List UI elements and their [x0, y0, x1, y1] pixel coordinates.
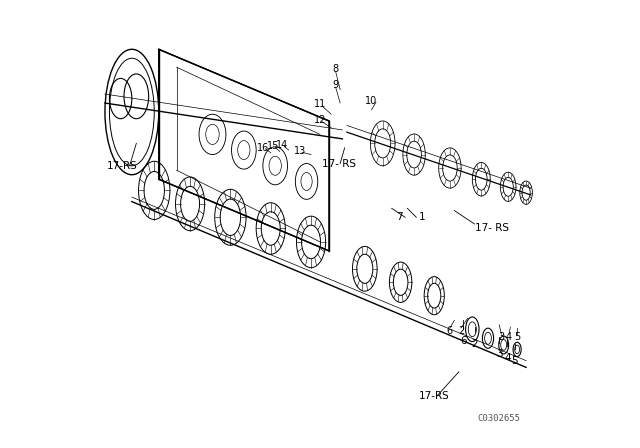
Text: 4: 4: [504, 353, 511, 362]
Text: C0302655: C0302655: [477, 414, 521, 423]
Text: 6: 6: [460, 336, 467, 346]
Text: 11: 11: [314, 99, 326, 109]
Text: 14: 14: [276, 140, 288, 150]
Text: 17-RS: 17-RS: [419, 392, 449, 401]
Text: 12: 12: [314, 115, 326, 125]
Text: 4: 4: [506, 332, 512, 342]
Text: 5: 5: [514, 332, 520, 342]
Text: 17-RS: 17-RS: [108, 161, 138, 171]
Text: 2: 2: [471, 339, 478, 349]
Text: 8: 8: [333, 65, 339, 74]
Text: 15: 15: [267, 141, 279, 151]
Text: 3: 3: [499, 332, 504, 342]
Text: 7: 7: [396, 212, 403, 222]
Text: 17- RS: 17- RS: [475, 224, 509, 233]
Text: 9: 9: [333, 80, 339, 90]
Text: 5: 5: [511, 356, 518, 366]
Text: 6: 6: [447, 326, 453, 336]
Text: 1: 1: [419, 212, 425, 222]
Text: 3: 3: [496, 349, 502, 359]
Text: 16: 16: [257, 143, 269, 153]
Text: 10: 10: [365, 96, 378, 106]
Text: 17- RS: 17- RS: [323, 159, 356, 168]
Text: 13: 13: [294, 146, 306, 156]
Text: 2: 2: [458, 326, 464, 336]
